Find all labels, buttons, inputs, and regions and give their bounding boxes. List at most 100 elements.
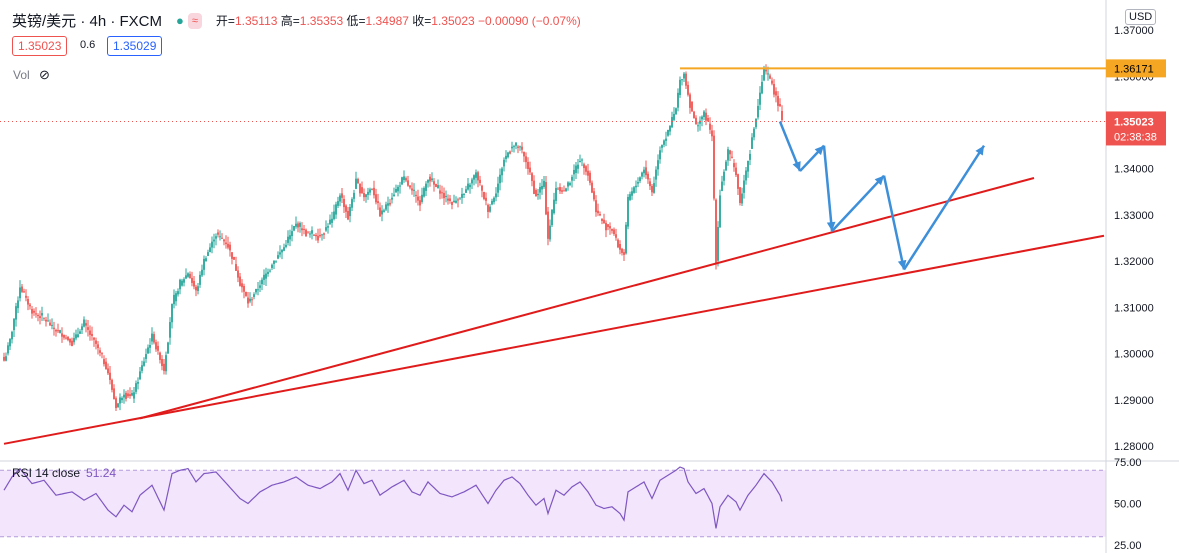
candle-body	[219, 236, 221, 238]
projection-arrowhead	[826, 221, 836, 232]
projection-segment[interactable]	[882, 175, 906, 270]
candle-body	[367, 191, 369, 195]
buy-button[interactable]: 1.35029	[107, 36, 163, 56]
candle-body	[729, 150, 731, 155]
candle-body	[543, 180, 545, 187]
candle-body	[607, 224, 609, 227]
candle-body	[93, 337, 95, 340]
candle-body	[673, 113, 675, 120]
candle-body	[185, 275, 187, 279]
candle-body	[33, 310, 35, 313]
candle-body	[239, 276, 241, 286]
candle-body	[119, 397, 121, 404]
candle-body	[177, 291, 179, 295]
candle-body	[505, 155, 507, 159]
candle-body	[595, 200, 597, 213]
candle-body	[15, 306, 17, 320]
candle-body	[47, 320, 49, 322]
candle-body	[585, 166, 587, 172]
candle-body	[319, 234, 321, 237]
candle-body	[453, 200, 455, 203]
candle-body	[79, 331, 81, 334]
candle-body	[59, 330, 61, 333]
sell-button[interactable]: 1.35023	[12, 36, 68, 56]
candle-body	[721, 181, 723, 191]
candle-body	[775, 91, 777, 96]
candle-body	[309, 233, 311, 235]
trendline[interactable]	[3, 234, 1105, 445]
candle-body	[195, 286, 197, 291]
price-tick-label: 1.33000	[1114, 210, 1154, 222]
wave-icon[interactable]: ≈	[187, 12, 202, 29]
candle-body	[135, 383, 137, 392]
candle-body	[165, 355, 167, 372]
candle-body	[761, 81, 763, 94]
projection-segment[interactable]	[831, 174, 885, 233]
candle-body	[537, 193, 539, 196]
candle-body	[329, 219, 331, 225]
candle-body	[763, 67, 765, 81]
change-value: −0.00090 (−0.07%)	[478, 14, 581, 28]
candle-body	[557, 188, 559, 190]
candle-body	[619, 243, 621, 250]
candle-body	[613, 229, 615, 235]
candle-body	[503, 159, 505, 167]
candle-body	[199, 274, 201, 285]
candle-body	[409, 185, 411, 188]
candle-body	[261, 279, 263, 285]
candle-body	[263, 274, 265, 280]
candle-body	[159, 352, 161, 360]
candle-body	[589, 172, 591, 183]
candle-body	[107, 368, 109, 374]
candle-body	[209, 247, 211, 253]
close-label: 收=	[412, 14, 432, 28]
candle-body	[523, 151, 525, 157]
candle-body	[43, 317, 45, 319]
eye-hidden-icon[interactable]: ⊘	[39, 67, 50, 82]
candle-body	[207, 252, 209, 256]
candle-body	[215, 236, 217, 239]
candle-body	[591, 182, 593, 193]
candle-body	[433, 181, 435, 185]
candle-body	[617, 239, 619, 248]
projection-segment[interactable]	[902, 144, 986, 271]
candle-body	[259, 285, 261, 288]
candle-body	[27, 299, 29, 305]
candle-body	[399, 185, 401, 187]
candle-body	[171, 303, 173, 323]
candle-body	[535, 190, 537, 196]
candle-body	[499, 174, 501, 184]
price-tick-label: 1.30000	[1114, 349, 1154, 361]
open-value: 1.35113	[234, 14, 278, 28]
candle-body	[99, 350, 101, 353]
candle-body	[63, 334, 65, 338]
candle-body	[655, 169, 657, 180]
candle-body	[295, 223, 297, 227]
projection-segment[interactable]	[822, 145, 834, 232]
candle-body	[227, 243, 229, 248]
candle-body	[137, 381, 139, 384]
rsi-legend[interactable]: RSI 14 close 51.24	[12, 466, 116, 480]
candle-body	[447, 198, 449, 201]
symbol-title[interactable]: 英镑/美元 · 4h · FXCM	[12, 13, 163, 30]
candle-body	[255, 288, 257, 293]
candle-body	[449, 198, 451, 201]
candle-body	[601, 218, 603, 221]
candle-body	[725, 161, 727, 171]
rsi-band	[0, 470, 1106, 537]
trendline[interactable]	[139, 177, 1035, 420]
candle-body	[637, 181, 639, 184]
candle-body	[31, 309, 33, 314]
volume-legend[interactable]: Vol ⊘	[13, 67, 50, 83]
candle-body	[365, 194, 367, 198]
candle-body	[341, 193, 343, 198]
candle-body	[117, 403, 119, 408]
candle-body	[383, 210, 385, 212]
candle-body	[643, 169, 645, 174]
candle-body	[73, 338, 75, 343]
candle-body	[411, 188, 413, 191]
candle-body	[249, 298, 251, 302]
currency-badge[interactable]: USD	[1125, 9, 1157, 25]
candle-body	[161, 359, 163, 367]
